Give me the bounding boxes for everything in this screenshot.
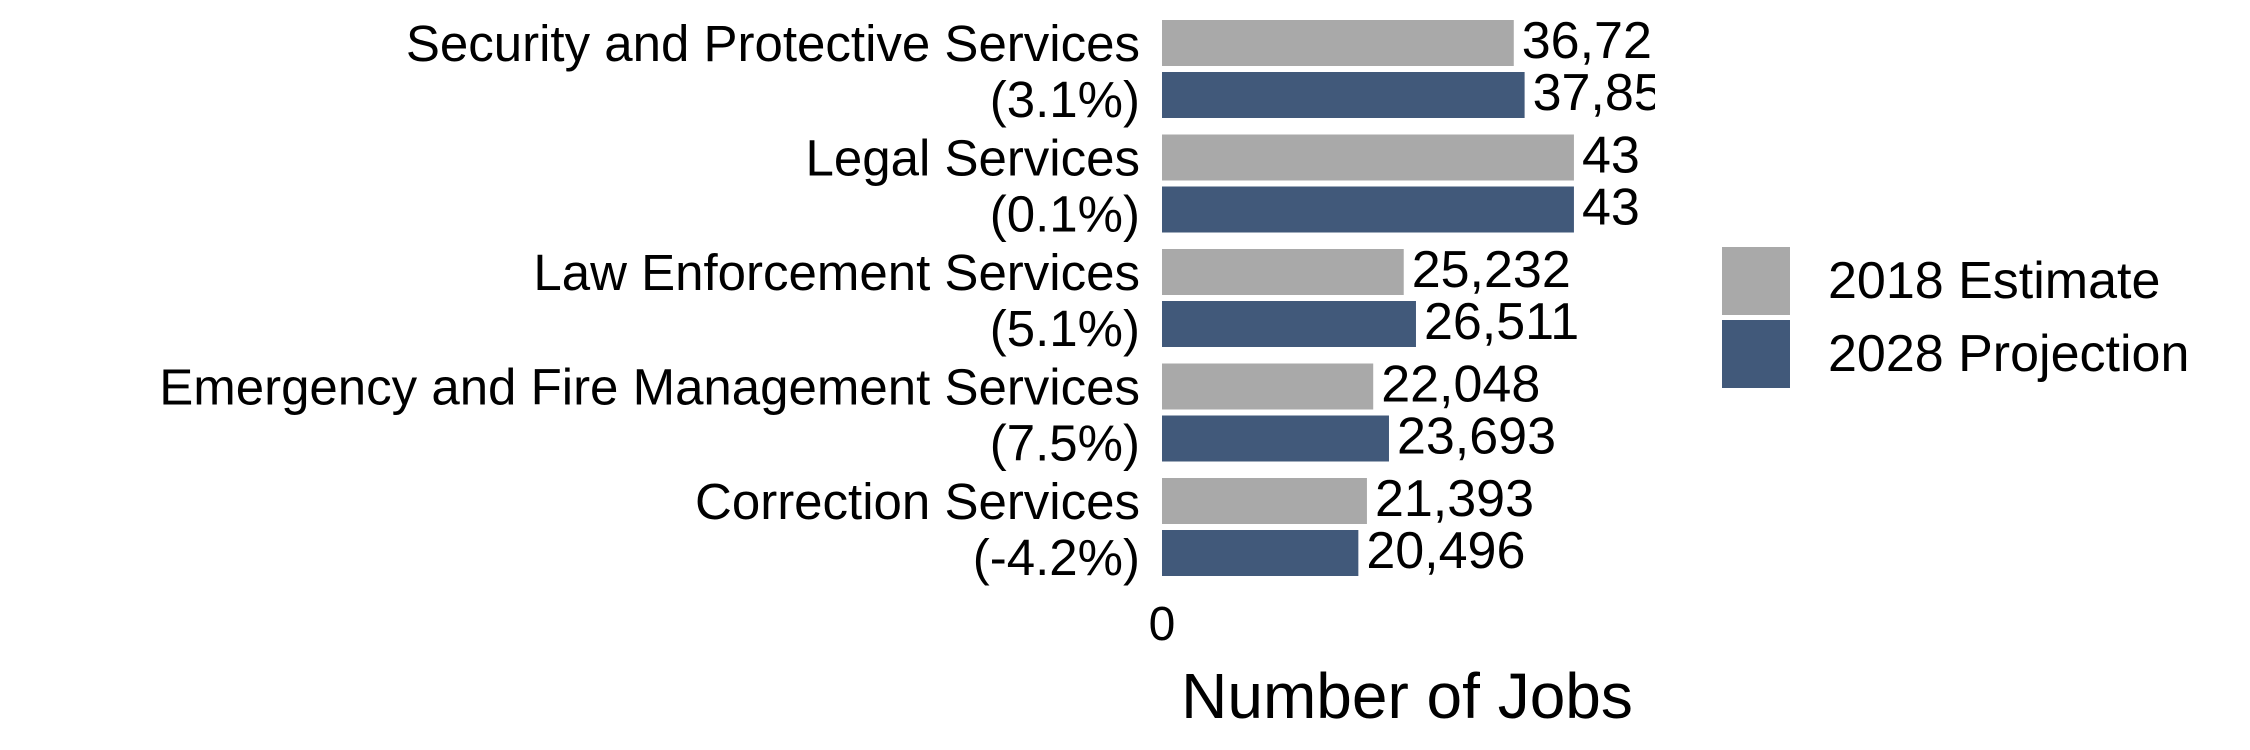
legend: 2018 Estimate 2028 Projection <box>1722 247 2189 388</box>
bar-value-label: 22,048 <box>1381 356 1540 414</box>
category-change-label: (-4.2%) <box>973 529 1140 586</box>
bar <box>1162 363 1374 410</box>
bar-value-label: 25,232 <box>1412 241 1571 299</box>
bar <box>1162 186 1574 233</box>
category-label: Emergency and Fire Management Services <box>159 359 1140 416</box>
bar-value-label: 36,72 <box>1522 12 1652 70</box>
x-axis-title: Number of Jobs <box>1181 660 1633 732</box>
bar <box>1162 134 1574 181</box>
bar <box>1162 249 1404 295</box>
x-axis-ticks: 0 <box>1149 598 1176 651</box>
category-label: Law Enforcement Services <box>533 244 1140 301</box>
data-labels: 36,7237,85434325,23226,51122,04823,69321… <box>1366 12 1663 580</box>
bars <box>1162 20 1574 576</box>
bar <box>1162 72 1525 118</box>
bar-value-label: 37,85 <box>1533 64 1663 122</box>
legend-label: 2018 Estimate <box>1828 252 2160 310</box>
category-label: Legal Services <box>805 130 1140 187</box>
x-tick-label: 0 <box>1149 598 1176 651</box>
legend-swatch <box>1722 320 1790 388</box>
category-label: Security and Protective Services <box>406 15 1140 72</box>
legend-label: 2028 Projection <box>1828 325 2189 383</box>
bar <box>1162 530 1359 576</box>
category-change-label: (5.1%) <box>990 300 1140 357</box>
bar <box>1162 478 1367 524</box>
bar-value-label: 26,511 <box>1424 293 1579 351</box>
bar-value-label: 21,393 <box>1375 470 1534 528</box>
category-labels: Security and Protective Services(3.1%)Le… <box>159 15 1140 586</box>
bar-value-label: 23,693 <box>1397 408 1556 466</box>
category-label: Correction Services <box>695 473 1140 530</box>
bar-value-label: 43 <box>1582 179 1640 237</box>
bar-value-label: 43 <box>1582 127 1640 185</box>
category-change-label: (7.5%) <box>990 415 1140 472</box>
bar <box>1162 415 1389 462</box>
bar <box>1162 301 1416 347</box>
legend-swatch <box>1722 247 1790 315</box>
category-change-label: (0.1%) <box>990 186 1140 243</box>
bar <box>1162 20 1514 66</box>
category-change-label: (3.1%) <box>990 71 1140 128</box>
bar-value-label: 20,496 <box>1366 522 1525 580</box>
